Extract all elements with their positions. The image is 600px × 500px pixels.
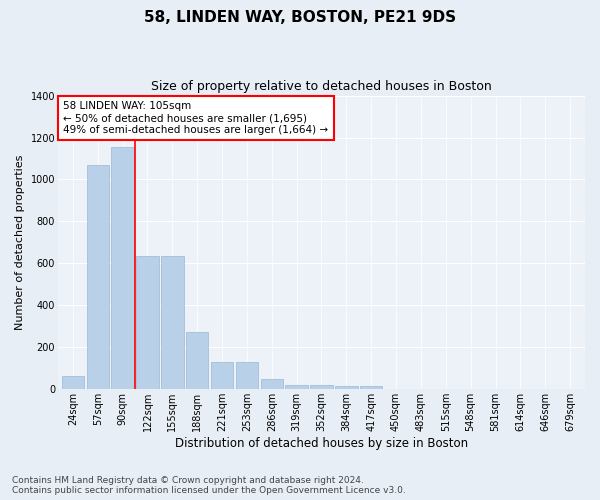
Text: 58, LINDEN WAY, BOSTON, PE21 9DS: 58, LINDEN WAY, BOSTON, PE21 9DS: [144, 10, 456, 25]
Bar: [112, 147, 134, 390]
Bar: [186, 332, 208, 390]
Bar: [286, 384, 308, 390]
Bar: [260, 379, 283, 390]
Bar: [161, 256, 184, 390]
Bar: [62, 376, 84, 390]
Bar: [86, 165, 109, 390]
Bar: [136, 256, 158, 390]
X-axis label: Distribution of detached houses by size in Boston: Distribution of detached houses by size …: [175, 437, 468, 450]
Bar: [236, 362, 258, 390]
Bar: [360, 386, 382, 390]
Bar: [211, 362, 233, 390]
Bar: [310, 384, 332, 390]
Text: 58 LINDEN WAY: 105sqm
← 50% of detached houses are smaller (1,695)
49% of semi-d: 58 LINDEN WAY: 105sqm ← 50% of detached …: [63, 102, 328, 134]
Text: Contains HM Land Registry data © Crown copyright and database right 2024.
Contai: Contains HM Land Registry data © Crown c…: [12, 476, 406, 495]
Bar: [335, 386, 358, 390]
Y-axis label: Number of detached properties: Number of detached properties: [15, 154, 25, 330]
Title: Size of property relative to detached houses in Boston: Size of property relative to detached ho…: [151, 80, 492, 93]
